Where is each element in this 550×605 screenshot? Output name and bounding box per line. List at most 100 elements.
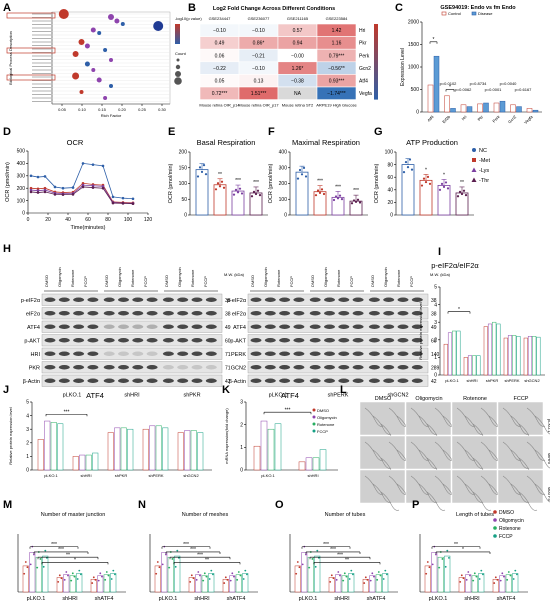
panel-h-right-band bbox=[264, 324, 276, 329]
panel-d-x-label: Time(minutes) bbox=[71, 225, 106, 231]
panel-h-left-band bbox=[146, 378, 158, 383]
panel-h-right-band bbox=[250, 365, 262, 370]
panel-m-point bbox=[60, 577, 63, 580]
panel-a-x-tick-label: 0.20 bbox=[118, 107, 127, 112]
panel-l-tube bbox=[372, 415, 392, 435]
panel-o-point bbox=[314, 565, 317, 568]
panel-b-cell-value: 0.86* bbox=[253, 41, 265, 47]
panel-o-point bbox=[352, 573, 354, 576]
panel-h-right-band bbox=[368, 365, 380, 370]
panel-h-right-band bbox=[397, 297, 409, 302]
panel-b-title: Log2 Fold Change Across Different Condit… bbox=[213, 6, 335, 12]
panel-n-x-tick-label: pLKO.1 bbox=[159, 596, 178, 602]
panel-l-image bbox=[451, 469, 508, 511]
panel-o-point bbox=[384, 569, 387, 572]
panel-n-x-tick-label: shHRI bbox=[194, 596, 210, 602]
panel-h-right-band bbox=[368, 351, 380, 356]
panel-p-point bbox=[472, 579, 475, 582]
panel-b-gene-label: Hri bbox=[359, 28, 365, 34]
panel-p-point bbox=[507, 571, 510, 573]
panel-h-right-blot-strip bbox=[247, 334, 429, 347]
panel-label-d: D bbox=[3, 126, 11, 138]
panel-o-bar bbox=[335, 574, 342, 593]
panel-m-sig-label: ** bbox=[66, 552, 70, 558]
panel-d-series-point bbox=[91, 186, 95, 189]
panel-i-bar bbox=[523, 337, 528, 376]
panel-l-tube bbox=[534, 449, 550, 469]
panel-h-right-band bbox=[383, 365, 395, 370]
panel-h-right-treatment-label: Oligomycin bbox=[323, 267, 328, 287]
panel-l-image-bg bbox=[451, 435, 498, 470]
panel-m-point bbox=[71, 572, 74, 575]
panel-f-point bbox=[336, 197, 340, 200]
panel-b-gene-label: Gcn2 bbox=[359, 66, 371, 72]
panel-h-left-band bbox=[162, 351, 174, 356]
panel-l-col-label: Oligomycin bbox=[415, 396, 442, 402]
panel-o-bar bbox=[301, 552, 308, 593]
panel-h-left-band bbox=[205, 365, 217, 370]
panel-j-title: ATF4 bbox=[86, 391, 104, 400]
panel-e-y-label: OCR (pmol/min) bbox=[168, 163, 174, 203]
panel-n-point bbox=[246, 573, 248, 576]
panel-p-point bbox=[441, 558, 444, 560]
panel-n-point bbox=[171, 558, 174, 560]
panel-j-y-tick-label: 4 bbox=[26, 413, 29, 419]
panel-p-x-tick-label: pLKO.1 bbox=[429, 596, 448, 602]
panel-d-series-point bbox=[36, 175, 40, 179]
panel-c-bar-control bbox=[427, 84, 434, 113]
panel-m-point bbox=[91, 582, 94, 584]
panel-p-point bbox=[496, 578, 499, 581]
panel-n-point bbox=[205, 575, 208, 578]
panel-h-right-band bbox=[338, 297, 350, 302]
panel-o-point bbox=[348, 578, 351, 580]
panel-o-bar bbox=[294, 565, 301, 593]
panel-d-y-tick-label: 300 bbox=[17, 174, 26, 180]
panel-g-point bbox=[420, 184, 424, 187]
panel-j-bar bbox=[149, 425, 156, 471]
panel-h-left-band bbox=[73, 378, 85, 383]
panel-p-point bbox=[469, 574, 471, 577]
panel-j-bar bbox=[50, 422, 57, 471]
panel-g-point bbox=[426, 175, 430, 178]
panel-l-tube bbox=[364, 407, 384, 427]
panel-l-tube bbox=[502, 475, 522, 495]
panel-g-sig-label: ** bbox=[460, 180, 464, 186]
panel-h-left-band bbox=[146, 338, 158, 343]
panel-k-y-tick-label: 2 bbox=[240, 422, 243, 428]
panel-l-tube bbox=[434, 407, 454, 427]
panel-l-tube bbox=[480, 475, 500, 495]
panel-h-right-treatment-label: Oligomycin bbox=[383, 267, 388, 287]
panel-b-cell-value: 1.51*** bbox=[251, 91, 267, 97]
panel-b-cell bbox=[316, 86, 357, 100]
panel-f-point bbox=[320, 188, 324, 191]
panel-a-dot bbox=[90, 27, 96, 33]
panel-i-bar bbox=[512, 335, 517, 376]
panel-h-right-mw-value: 49 bbox=[431, 325, 437, 331]
panel-h-right-band bbox=[411, 351, 423, 356]
panel-i-x-tick-label: shPKR bbox=[486, 378, 499, 383]
panel-h-right-band bbox=[264, 297, 276, 302]
panel-o-bar bbox=[348, 573, 355, 593]
panel-c-legend-control bbox=[441, 11, 447, 16]
panel-k-x-tick-label: shHRI bbox=[307, 473, 318, 478]
panel-m-point bbox=[65, 571, 68, 573]
panel-a-dot bbox=[58, 9, 69, 19]
panel-h-right-band bbox=[293, 365, 305, 370]
panel-d-x-tick-label: 120 bbox=[144, 217, 153, 223]
panel-a-dot bbox=[97, 31, 102, 35]
panel-i-bar bbox=[467, 355, 473, 376]
panel-m-point bbox=[63, 578, 66, 581]
panel-g-point bbox=[462, 189, 466, 192]
panel-h-right-band bbox=[264, 311, 276, 316]
panel-h-left-blot-strip bbox=[41, 347, 223, 360]
panel-h-left-band bbox=[118, 311, 129, 316]
panel-g-sig-label: * bbox=[425, 167, 427, 173]
panel-a-dot bbox=[84, 43, 90, 49]
panel-c-pvalue: p=0.0102 bbox=[440, 81, 458, 86]
panel-g-point bbox=[446, 187, 450, 190]
panel-b-gene-label: Pkr bbox=[359, 41, 367, 47]
panel-d-series-point bbox=[61, 193, 65, 196]
panel-m-point bbox=[36, 566, 39, 569]
panel-h-left-band bbox=[87, 338, 99, 343]
panel-b-cell-value: 1.16 bbox=[332, 41, 342, 47]
